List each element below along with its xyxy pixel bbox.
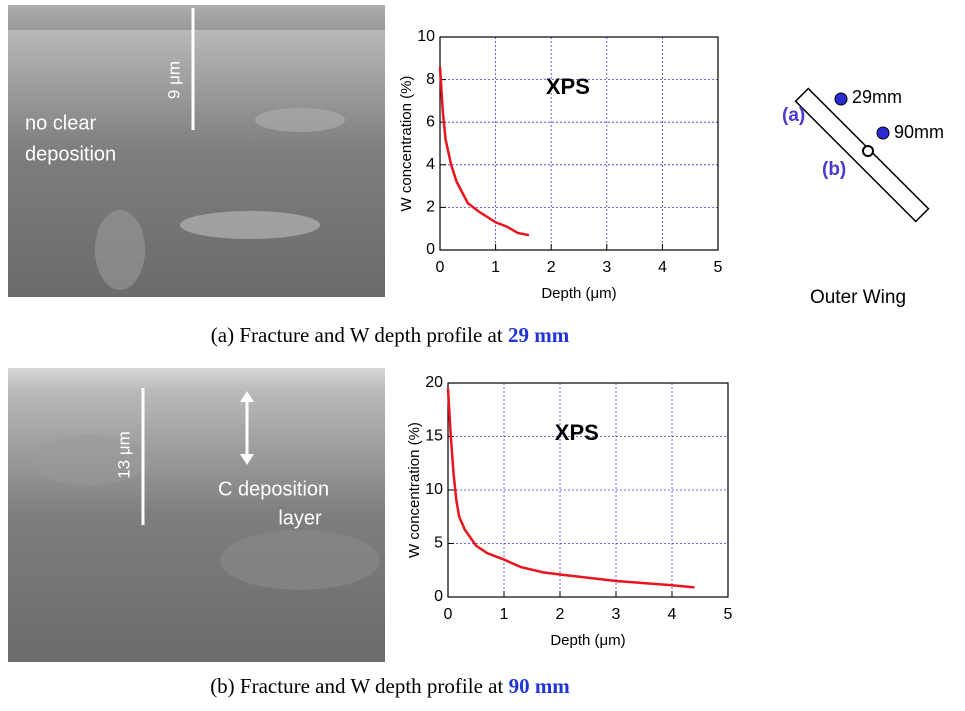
- x-axis-label: Depth (μm): [541, 285, 616, 302]
- x-tick-label: 3: [602, 259, 611, 276]
- x-tick-label: 2: [556, 606, 565, 623]
- y-tick-label: 10: [425, 481, 443, 498]
- caption: (b) Fracture and W depth profile at 90 m…: [0, 674, 780, 699]
- annotation: XPS: [555, 420, 599, 445]
- x-tick-label: 5: [724, 606, 733, 623]
- caption-highlight: 29 mm: [507, 323, 570, 347]
- x-tick-label: 1: [500, 606, 509, 623]
- x-tick-label: 0: [444, 606, 453, 623]
- point-tag: (b): [822, 159, 846, 180]
- scale-label: 9 μm: [164, 61, 183, 99]
- plot-frame: [447, 382, 729, 598]
- image-label: deposition: [25, 143, 116, 165]
- caption: (a) Fracture and W depth profile at 29 m…: [0, 323, 780, 348]
- annotation: XPS: [546, 74, 590, 99]
- x-tick-label: 2: [547, 259, 556, 276]
- data-line: [438, 66, 530, 237]
- y-axis-label: W concentration (%): [398, 76, 415, 212]
- point-label: 90mm: [894, 122, 944, 142]
- y-tick-label: 15: [425, 428, 443, 445]
- caption-text: (b) Fracture and W depth profile at: [210, 674, 504, 698]
- y-tick-label: 6: [426, 113, 435, 130]
- x-tick-label: 5: [714, 259, 723, 276]
- y-tick-label: 5: [434, 535, 443, 552]
- image-label: C deposition: [218, 478, 329, 500]
- x-tick-label: 1: [491, 259, 500, 276]
- y-tick-label: 10: [417, 28, 435, 45]
- y-tick-label: 8: [426, 71, 435, 88]
- y-tick-label: 2: [426, 199, 435, 216]
- diagram-title: Outer Wing: [810, 287, 906, 308]
- point-label: 29mm: [852, 87, 902, 107]
- x-tick-label: 4: [658, 259, 667, 276]
- sem-image: 13 μm C deposition layer: [8, 368, 385, 662]
- caption-highlight: 90 mm: [508, 674, 570, 698]
- y-tick-label: 0: [434, 588, 443, 605]
- image-label: no clear: [25, 112, 96, 134]
- y-tick-label: 0: [426, 241, 435, 258]
- plot-frame: [439, 36, 719, 251]
- caption-text: (a) Fracture and W depth profile at: [210, 323, 503, 347]
- x-tick-label: 3: [612, 606, 621, 623]
- x-tick-label: 4: [668, 606, 677, 623]
- y-axis-label: W concentration (%): [406, 422, 423, 558]
- scale-label: 13 μm: [114, 431, 133, 479]
- y-tick-label: 20: [425, 374, 443, 391]
- x-axis-label: Depth (μm): [550, 632, 625, 649]
- x-tick-label: 0: [436, 259, 445, 276]
- point-tag: (a): [782, 105, 805, 126]
- sem-image: 9 μm no clear deposition: [8, 5, 385, 297]
- data-line: [446, 388, 695, 589]
- diagram: 29mm 90mm (a) (b) Outer Wing: [782, 87, 944, 308]
- y-tick-label: 4: [426, 156, 435, 173]
- image-label: layer: [278, 507, 322, 529]
